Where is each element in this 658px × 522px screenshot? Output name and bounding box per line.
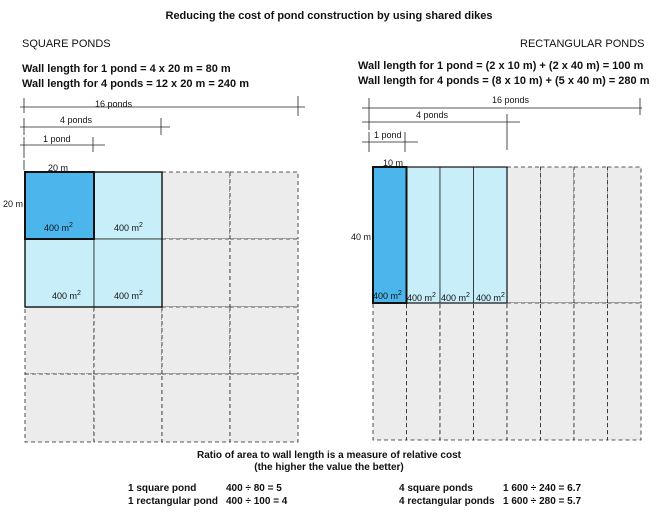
empty-pond	[93, 306, 163, 375]
empty-pond	[406, 302, 441, 441]
square-wall-4: Wall length for 4 ponds = 12 x 20 m = 24…	[22, 78, 249, 90]
empty-pond	[607, 302, 642, 441]
empty-pond	[506, 302, 541, 441]
square-area-label: 400 m2	[52, 290, 81, 301]
rect-wall-4: Wall length for 4 ponds = (8 x 10 m) + (…	[358, 75, 650, 87]
square-heading: SQUARE PONDS	[22, 38, 111, 50]
square-dimension-lines	[20, 96, 305, 170]
rect-area-label: 400 m2	[441, 292, 470, 303]
ratio-square4-calc: 1 600 ÷ 240 = 6.7	[503, 483, 582, 494]
square-dim-4-label: 4 ponds	[60, 115, 93, 125]
ratio-rect-calc: 400 ÷ 100 = 4	[226, 496, 288, 507]
rect-area-label: 400 m2	[373, 290, 402, 301]
empty-pond	[24, 306, 95, 375]
rect-heading: RECTANGULAR PONDS	[520, 38, 645, 50]
empty-pond	[540, 302, 575, 441]
square-pond-grid	[24, 171, 299, 443]
shared-pond	[473, 166, 508, 304]
rect-dim-1-label: 1 pond	[374, 130, 402, 140]
empty-pond	[506, 166, 541, 304]
empty-pond	[161, 238, 231, 308]
rect-side-top: 10 m	[383, 158, 404, 168]
page-title: Reducing the cost of pond construction b…	[165, 10, 493, 22]
square-side-top: 20 m	[48, 163, 69, 173]
empty-pond	[372, 302, 407, 441]
rect-side-left: 40 m	[351, 232, 372, 242]
ratio-rect-label: 1 rectangular pond	[128, 496, 219, 507]
empty-pond	[573, 166, 608, 304]
rect-dimension-lines	[362, 98, 642, 152]
empty-pond	[24, 373, 95, 443]
square-dim-16-label: 16 ponds	[95, 99, 133, 109]
empty-pond	[573, 302, 608, 441]
rect-wall-1: Wall length for 1 pond = (2 x 10 m) + (2…	[358, 60, 644, 72]
empty-pond	[93, 373, 163, 443]
square-area-label: 400 m2	[114, 222, 143, 233]
empty-pond	[229, 373, 299, 443]
empty-pond	[161, 171, 231, 240]
rect-area-label: 400 m2	[407, 292, 436, 303]
rect-pond-grid	[372, 166, 642, 441]
ratio-square-label: 1 square pond	[128, 483, 197, 494]
single-pond	[372, 166, 407, 304]
empty-pond	[229, 238, 299, 308]
rect-dim-4-label: 4 ponds	[416, 110, 449, 120]
square-side-left: 20 m	[3, 199, 24, 209]
empty-pond	[540, 166, 575, 304]
ratio-square4-label: 4 square ponds	[399, 483, 473, 494]
footer-line-1: Ratio of area to wall length is a measur…	[197, 450, 461, 461]
one-pond-outline	[372, 166, 408, 304]
square-area-label: 400 m2	[44, 222, 73, 233]
empty-pond	[229, 306, 299, 375]
ratio-rect4-calc: 1 600 ÷ 280 = 5.7	[503, 496, 582, 507]
one-pond-outline	[24, 171, 95, 240]
square-wall-1: Wall length for 1 pond = 4 x 20 m = 80 m	[22, 63, 231, 75]
rect-area-label: 400 m2	[476, 292, 505, 303]
footer-line-2: (the higher the value the better)	[254, 462, 404, 473]
square-area-label: 400 m2	[114, 290, 143, 301]
shared-pond	[406, 166, 441, 304]
shared-pond	[439, 166, 474, 304]
ratio-square-calc: 400 ÷ 80 = 5	[226, 483, 282, 494]
empty-pond	[473, 302, 508, 441]
empty-pond	[607, 166, 642, 304]
empty-pond	[161, 373, 231, 443]
ratio-rect4-label: 4 rectangular ponds	[399, 496, 495, 507]
empty-pond	[229, 171, 299, 240]
single-pond	[24, 171, 95, 240]
rect-dim-16-label: 16 ponds	[492, 95, 530, 105]
square-dim-1-label: 1 pond	[43, 134, 71, 144]
empty-pond	[161, 306, 231, 375]
empty-pond	[439, 302, 474, 441]
